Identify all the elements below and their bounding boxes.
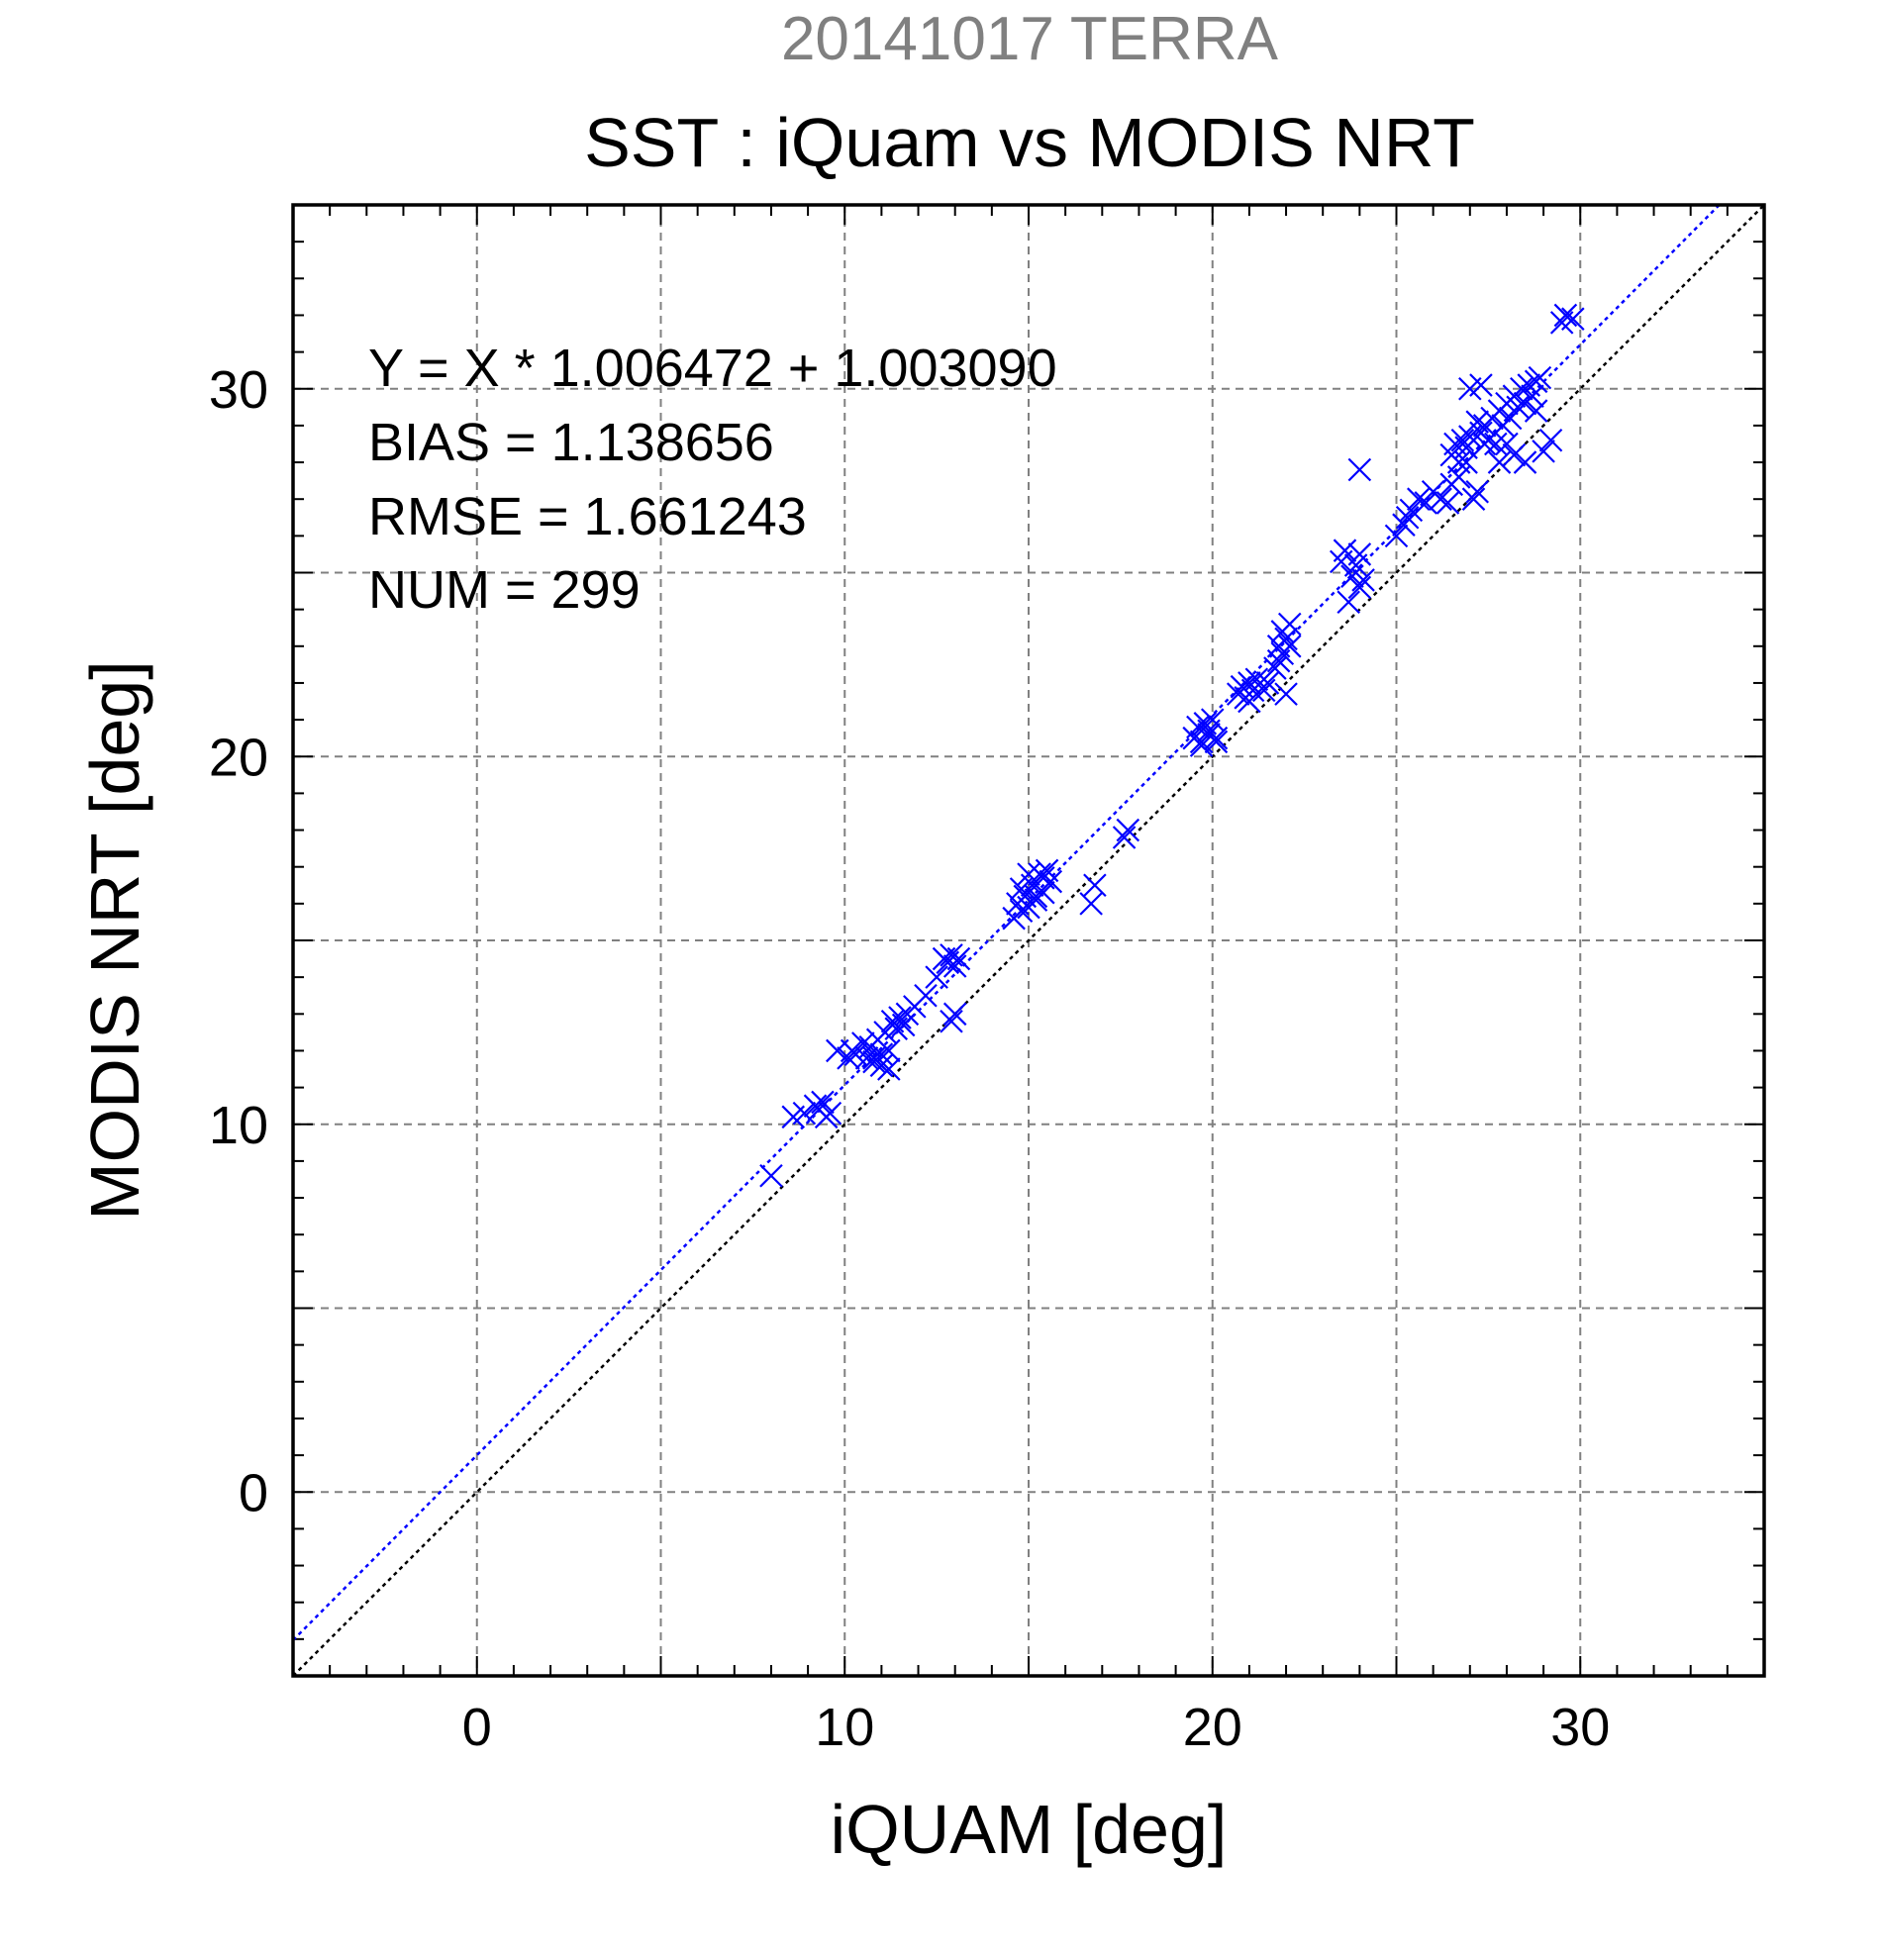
data-point [1407, 487, 1431, 511]
data-point [851, 1031, 875, 1055]
data-point [925, 965, 948, 989]
data-point [1395, 505, 1420, 530]
data-points [759, 303, 1585, 1188]
data-point [1347, 542, 1372, 566]
x-tick-label: 30 [1550, 1698, 1610, 1757]
data-point [1532, 440, 1555, 463]
data-point [1116, 818, 1140, 842]
data-point [1538, 428, 1563, 452]
x-tick-labels: 0 10 20 30 [462, 1698, 1611, 1757]
data-point [877, 1038, 901, 1063]
data-point [942, 954, 967, 978]
data-point [811, 1090, 835, 1115]
data-point [1017, 862, 1040, 886]
data-point [1347, 575, 1372, 600]
y-axis-label: MODIS NRT [deg] [76, 660, 153, 1220]
data-point [759, 1163, 783, 1188]
data-point [877, 1057, 901, 1081]
stats-line-1: Y = X * 1.006472 + 1.003090 [368, 339, 1057, 398]
data-point [1446, 465, 1471, 489]
data-point [1251, 678, 1276, 703]
data-point [1487, 450, 1512, 474]
y-tick-label: 30 [209, 360, 268, 420]
major-ticks [293, 205, 1764, 1676]
data-point [818, 1101, 842, 1126]
data-point [914, 983, 938, 1008]
data-point [1009, 877, 1034, 901]
data-point [1336, 590, 1360, 614]
data-point [1197, 719, 1221, 743]
data-point [1436, 491, 1460, 515]
reference-lines [293, 205, 1764, 1676]
x-axis-label: iQUAM [deg] [831, 1791, 1228, 1868]
data-point [1277, 635, 1302, 658]
data-point [869, 1042, 894, 1066]
stats-line-3: RMSE = 1.661243 [368, 487, 807, 546]
x-tick-label: 10 [815, 1698, 874, 1757]
x-tick-label: 20 [1183, 1698, 1242, 1757]
minor-ticks [293, 205, 1764, 1676]
data-point [1392, 513, 1416, 537]
data-point [1238, 689, 1261, 714]
data-point [792, 1101, 817, 1126]
data-point [1465, 479, 1490, 504]
data-point [1521, 384, 1544, 408]
data-point [1465, 410, 1490, 434]
data-point [1461, 487, 1486, 511]
data-point [1510, 376, 1534, 401]
data-point [1277, 612, 1302, 637]
data-point [1032, 866, 1055, 890]
plot-frame [291, 203, 1766, 1678]
data-point [1561, 307, 1585, 331]
data-point [1502, 442, 1527, 467]
data-point [1274, 627, 1298, 651]
data-point [1079, 892, 1103, 916]
data-point [946, 946, 971, 971]
data-point [1484, 432, 1508, 456]
chart-title: SST : iQuam vs MODIS NRT [584, 104, 1475, 181]
data-point [1506, 395, 1530, 420]
data-point [1429, 487, 1452, 511]
data-point [1454, 450, 1478, 474]
stats-line-2: BIAS = 1.138656 [368, 413, 774, 472]
data-point [1189, 734, 1214, 757]
data-point [1513, 450, 1537, 474]
data-point [1384, 524, 1409, 548]
data-point [1528, 365, 1552, 390]
data-point [1112, 826, 1137, 849]
data-point [1266, 648, 1291, 673]
data-point [1472, 432, 1497, 456]
data-point [1333, 539, 1357, 562]
x-tick-label: 0 [462, 1698, 492, 1757]
data-point [1414, 491, 1437, 515]
data-point [1083, 873, 1107, 898]
y-tick-label: 0 [239, 1463, 268, 1522]
identity-line [293, 205, 1764, 1676]
data-point [1263, 656, 1287, 680]
data-point [1351, 568, 1375, 592]
data-point [1238, 671, 1261, 695]
y-tick-label: 10 [209, 1096, 268, 1155]
chart-supertitle: 20141017 TERRA [781, 5, 1279, 73]
data-point [1255, 671, 1280, 695]
data-point [942, 1002, 967, 1027]
y-tick-labels: 0 10 20 30 [209, 360, 268, 1523]
data-point [1399, 498, 1424, 523]
data-point [888, 1006, 912, 1029]
data-point [1553, 303, 1578, 328]
data-point [1495, 432, 1519, 456]
data-point [1524, 399, 1548, 423]
data-point [1024, 884, 1048, 909]
stats-line-4: NUM = 299 [368, 560, 641, 620]
data-point [1274, 682, 1298, 706]
data-point [1347, 457, 1372, 482]
data-point [862, 1046, 886, 1070]
data-point [1204, 730, 1229, 754]
y-tick-label: 20 [209, 728, 268, 787]
data-point [940, 1009, 963, 1033]
data-point [1450, 428, 1475, 452]
data-point [1469, 373, 1493, 397]
